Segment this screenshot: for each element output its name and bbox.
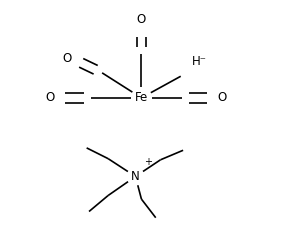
Text: Fe: Fe bbox=[135, 91, 148, 104]
Text: N: N bbox=[131, 170, 140, 183]
Text: O: O bbox=[62, 52, 71, 65]
Text: H⁻: H⁻ bbox=[191, 55, 206, 68]
Text: O: O bbox=[218, 91, 227, 104]
Text: +: + bbox=[144, 157, 153, 167]
Text: O: O bbox=[45, 91, 55, 104]
Text: O: O bbox=[137, 13, 146, 27]
